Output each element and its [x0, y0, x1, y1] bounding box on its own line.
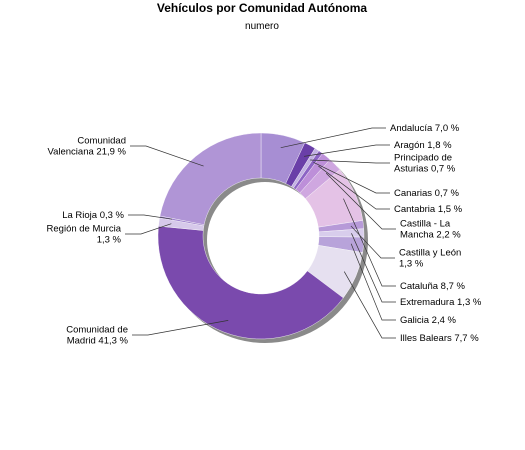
label-comunidad-de-madrid: Comunidad de Madrid 41,3 %	[66, 325, 128, 347]
leader-galicia	[350, 243, 396, 321]
label-comunidad-valenciana: Comunidad Valenciana 21,9 %	[47, 136, 126, 158]
leader-castilla-la-mancha	[325, 172, 396, 230]
label-line: Extremadura 1,3 %	[400, 297, 482, 308]
label-line: Castilla - La	[400, 219, 451, 230]
leader-canarias	[313, 161, 390, 194]
label-cataluna: Cataluña 8,7 %	[400, 281, 466, 292]
label-principado-de-asturias: Principado de Asturias 0,7 %	[394, 153, 456, 175]
label-line: Canarias 0,7 %	[394, 188, 460, 199]
label-region-de-murcia: Región de Murcia 1,3 %	[47, 224, 122, 246]
label-galicia: Galicia 2,4 %	[400, 315, 457, 326]
label-line: 1,3 %	[399, 259, 424, 270]
leader-cataluna	[343, 198, 396, 287]
label-line: Mancha 2,2 %	[400, 230, 461, 241]
chart-title: Vehículos por Comunidad Autónoma	[157, 1, 368, 15]
leader-castilla-y-leon	[350, 225, 395, 259]
label-extremadura: Extremadura 1,3 %	[400, 297, 482, 308]
leader-aragon	[304, 144, 390, 157]
label-cantabria: Cantabria 1,5 %	[394, 204, 463, 215]
label-andalucia: Andalucía 7,0 %	[390, 123, 460, 134]
label-line: Madrid 41,3 %	[67, 336, 129, 347]
leader-principado-de-asturias	[310, 159, 390, 164]
label-line: Valenciana 21,9 %	[47, 147, 126, 158]
label-line: Galicia 2,4 %	[400, 315, 457, 326]
label-line: Aragón 1,8 %	[394, 140, 452, 151]
label-illes-balears: Illes Balears 7,7 %	[400, 333, 479, 344]
label-line: La Rioja 0,3 %	[62, 210, 124, 221]
label-line: Región de Murcia	[47, 224, 122, 235]
label-castilla-la-mancha: Castilla - La Mancha 2,2 %	[400, 219, 461, 241]
label-line: Asturias 0,7 %	[394, 164, 456, 175]
leader-region-de-murcia	[125, 223, 172, 235]
label-line: Comunidad de	[66, 325, 128, 336]
label-line: Cataluña 8,7 %	[400, 281, 466, 292]
label-canarias: Canarias 0,7 %	[394, 188, 460, 199]
label-line: Illes Balears 7,7 %	[400, 333, 479, 344]
label-line: Castilla y León	[399, 248, 461, 259]
label-line: Andalucía 7,0 %	[390, 123, 460, 134]
leader-andalucia	[280, 127, 386, 149]
label-line: Comunidad	[77, 136, 126, 147]
slice-labels: Andalucía 7,0 % Aragón 1,8 % Principado de…	[47, 123, 482, 347]
label-leaders	[125, 127, 396, 339]
label-line: 1,3 %	[97, 235, 122, 246]
donut-slices	[157, 132, 365, 340]
label-aragon: Aragón 1,8 %	[394, 140, 452, 151]
leader-comunidad-valenciana	[130, 145, 204, 167]
leader-extremadura	[351, 233, 396, 303]
leader-cantabria	[318, 165, 390, 210]
leader-la-rioja	[128, 214, 173, 220]
chart-subtitle: numero	[245, 21, 279, 32]
label-line: Cantabria 1,5 %	[394, 204, 463, 215]
label-la-rioja: La Rioja 0,3 %	[62, 210, 124, 221]
leader-comunidad-de-madrid	[132, 320, 229, 336]
leader-illes-balears	[343, 271, 396, 339]
label-castilla-y-leon: Castilla y León 1,3 %	[399, 248, 461, 270]
label-line: Principado de	[394, 153, 452, 164]
slice-comunidad-de-madrid	[157, 225, 344, 340]
slice-comunidad-valenciana	[159, 132, 262, 225]
